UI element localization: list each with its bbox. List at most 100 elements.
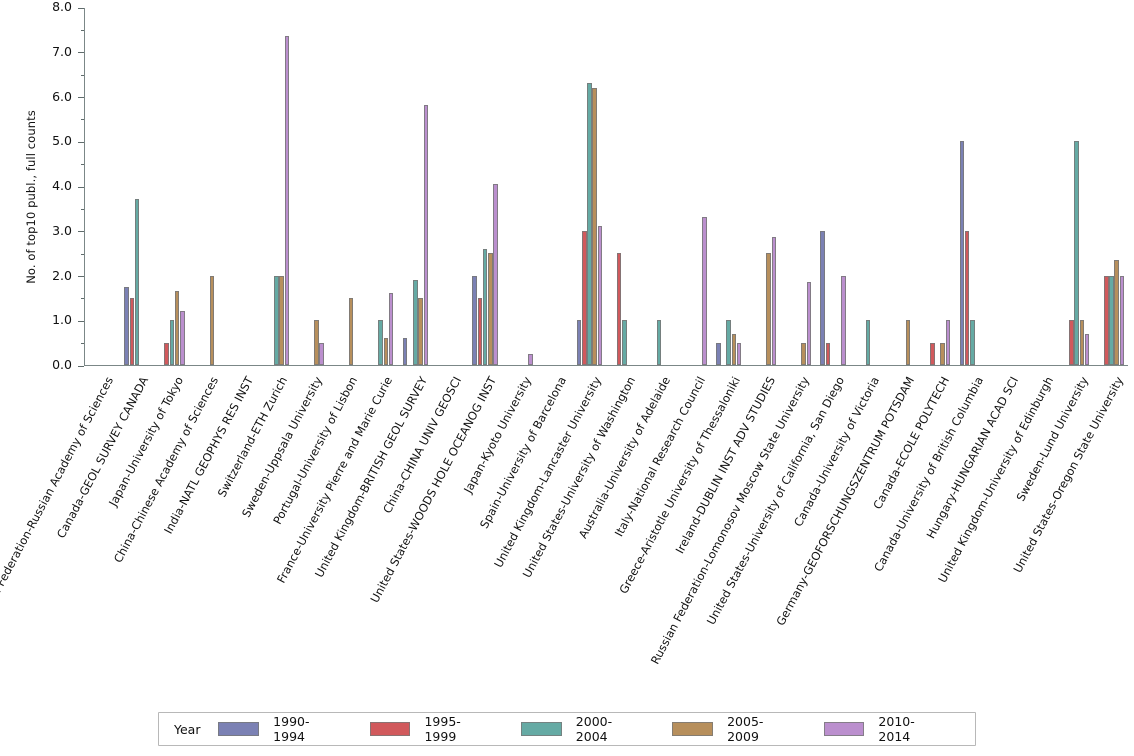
bar-group (1025, 8, 1060, 365)
bar[interactable] (274, 275, 279, 365)
bar[interactable] (174, 291, 180, 365)
bar[interactable] (841, 275, 846, 365)
bar[interactable] (493, 183, 498, 365)
legend-title: Year (174, 721, 201, 737)
bars-container (85, 8, 1128, 365)
bar[interactable] (169, 320, 175, 365)
bar[interactable] (582, 230, 587, 365)
bar[interactable] (970, 320, 975, 365)
legend-swatch (672, 722, 714, 736)
bar[interactable] (164, 342, 170, 365)
bar[interactable] (940, 342, 946, 365)
legend-label: 2000-2004 (575, 714, 613, 744)
y-tick-label: 3.0 (52, 222, 72, 238)
bar[interactable] (418, 297, 424, 365)
y-tick-mark (78, 97, 84, 98)
bar[interactable] (702, 217, 707, 365)
bar[interactable] (1084, 333, 1090, 365)
bar-group (155, 8, 190, 365)
y-tick-label: 7.0 (52, 43, 72, 59)
bar[interactable] (622, 320, 627, 365)
y-tick-label: 0.0 (52, 357, 72, 372)
legend-swatch (218, 722, 260, 736)
bar[interactable] (284, 36, 290, 365)
y-tick-label: 1.0 (52, 312, 72, 328)
bar[interactable] (319, 342, 324, 365)
bar[interactable] (806, 282, 812, 365)
bar[interactable] (801, 342, 806, 365)
bar[interactable] (1114, 259, 1120, 365)
y-tick-minor (80, 343, 84, 345)
legend-swatch (369, 722, 411, 736)
bar[interactable] (488, 253, 493, 365)
legend-items: 1990-1994 1995-1999 2000-2004 2005-2009 2010… (218, 714, 975, 744)
y-tick-label: 2.0 (52, 267, 72, 283)
bar[interactable] (597, 226, 603, 365)
y-tick-label: 5.0 (52, 133, 72, 149)
bar[interactable] (413, 279, 418, 365)
bar[interactable] (348, 297, 354, 365)
bar[interactable] (378, 320, 384, 365)
bar-group (677, 8, 712, 365)
bar[interactable] (383, 338, 389, 365)
bar[interactable] (616, 253, 622, 365)
legend-item[interactable]: 1995-1999 (369, 714, 483, 744)
bar-group (607, 8, 642, 365)
bar[interactable] (1109, 275, 1114, 365)
bar[interactable] (528, 353, 533, 365)
bar[interactable] (930, 342, 935, 365)
bar[interactable] (865, 320, 871, 365)
bar[interactable] (279, 275, 284, 365)
bar[interactable] (964, 230, 970, 365)
bar[interactable] (134, 199, 140, 365)
bar[interactable] (905, 320, 911, 365)
legend-item[interactable]: 1990-1994 (218, 714, 331, 744)
bar[interactable] (825, 342, 831, 365)
y-tick-mark (78, 365, 84, 367)
bar[interactable] (656, 320, 662, 365)
y-tick-mark (78, 186, 84, 188)
bar[interactable] (766, 253, 772, 365)
bar[interactable] (1104, 275, 1109, 365)
bar-group (398, 8, 433, 365)
bar-group (781, 8, 816, 365)
bar[interactable] (576, 320, 582, 365)
bar[interactable] (736, 342, 742, 365)
bar[interactable] (482, 248, 488, 365)
bar[interactable] (587, 83, 592, 365)
bar[interactable] (959, 141, 965, 365)
bar[interactable] (402, 338, 408, 365)
bar[interactable] (209, 275, 215, 365)
bar[interactable] (731, 333, 737, 365)
bar[interactable] (388, 293, 394, 365)
bar[interactable] (1069, 320, 1074, 365)
bar-group (189, 8, 224, 365)
bar[interactable] (945, 320, 951, 365)
bar[interactable] (423, 105, 429, 365)
legend-item[interactable]: 2010-2014 (823, 714, 937, 744)
bar-group (816, 8, 851, 365)
bar[interactable] (472, 275, 478, 365)
y-tick-minor (80, 164, 84, 166)
bar-group (85, 8, 120, 365)
bar[interactable] (592, 87, 598, 365)
bar[interactable] (716, 342, 721, 365)
legend-item[interactable]: 2005-2009 (672, 714, 785, 744)
bar[interactable] (820, 230, 826, 365)
bar[interactable] (477, 297, 483, 365)
bar[interactable] (771, 237, 777, 365)
legend-item[interactable]: 2000-2004 (521, 714, 634, 744)
bar[interactable] (1119, 275, 1125, 365)
bar[interactable] (180, 311, 185, 365)
bar[interactable] (1079, 320, 1085, 365)
bar[interactable] (726, 320, 732, 365)
bar[interactable] (314, 320, 319, 365)
bar[interactable] (129, 297, 135, 365)
y-tick-minor (80, 253, 84, 255)
bar[interactable] (1074, 141, 1080, 365)
x-tick-label: Russian Federation-Russian Academy of Sc… (0, 368, 120, 631)
bar-group (433, 8, 468, 365)
bar-group (920, 8, 955, 365)
bar[interactable] (124, 286, 130, 365)
